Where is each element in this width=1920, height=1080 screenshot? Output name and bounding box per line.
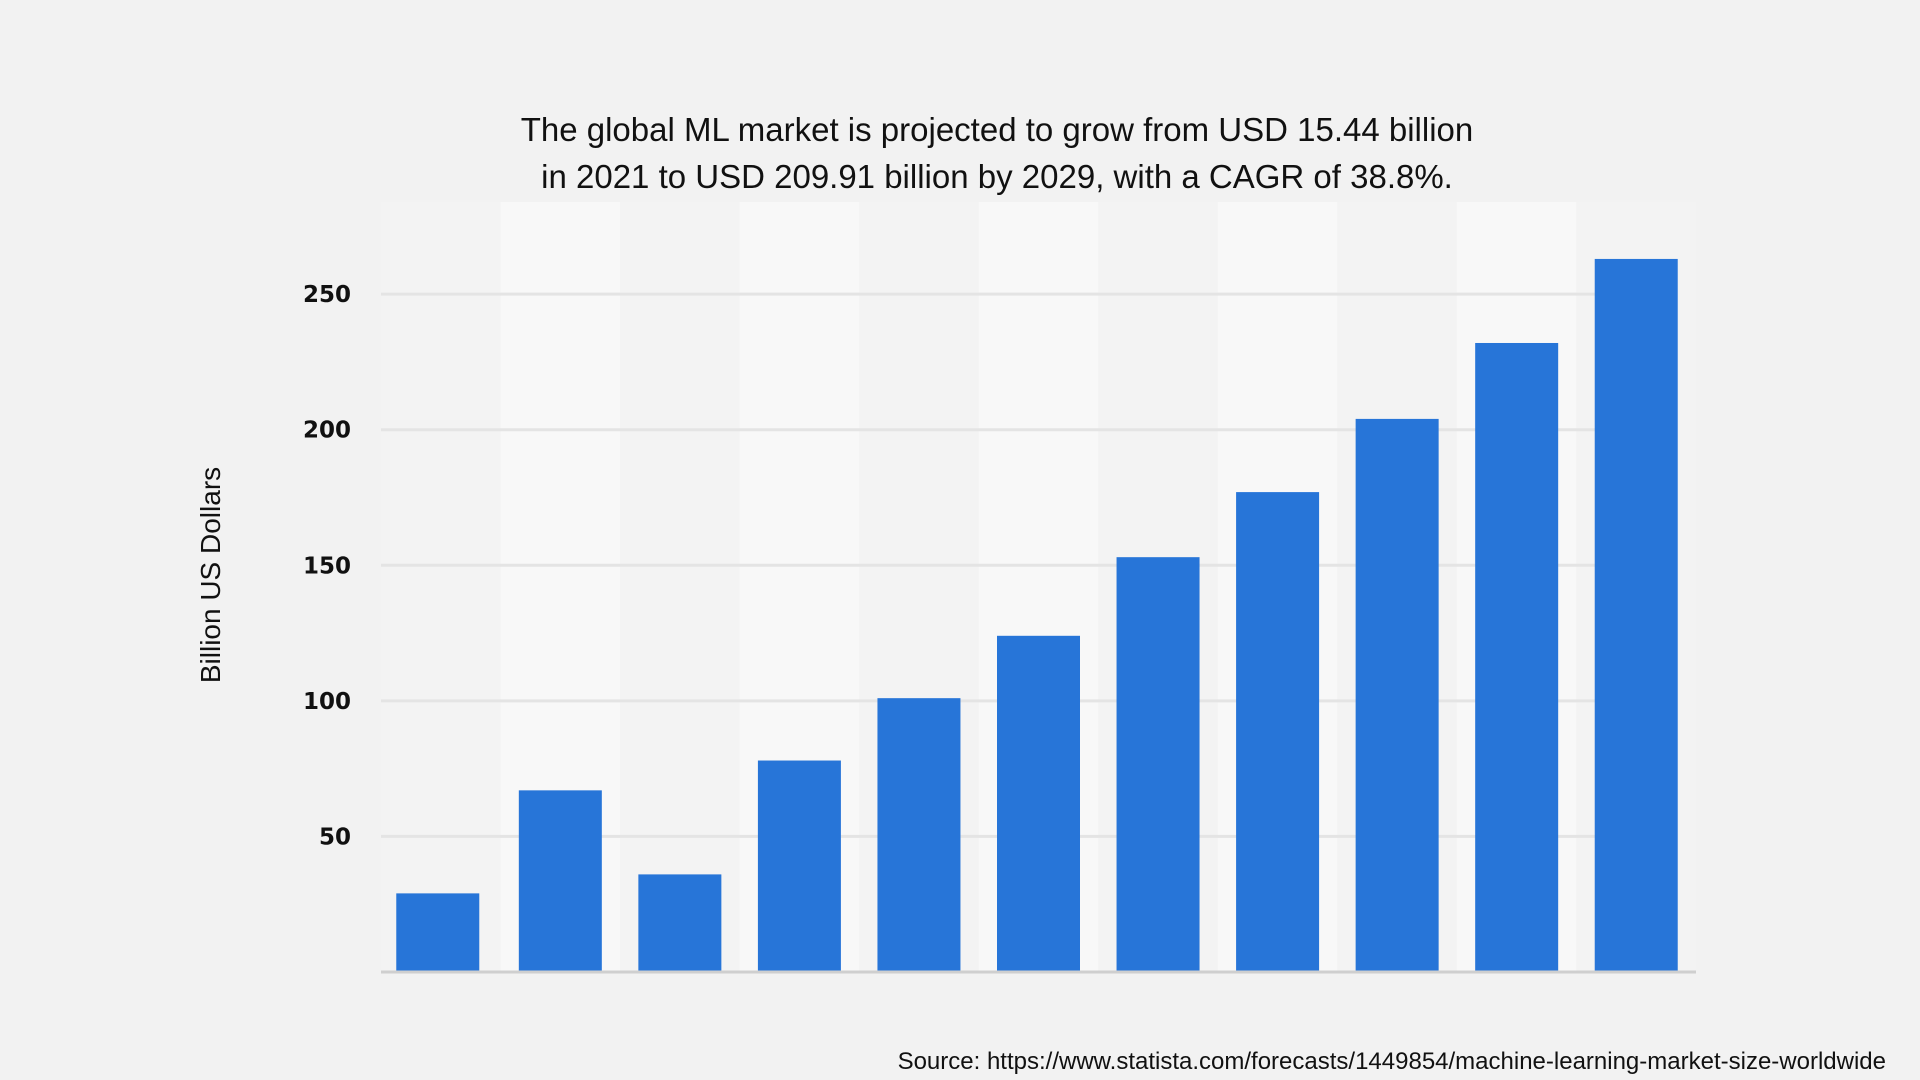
y-tick-label: 150 (303, 553, 351, 579)
y-tick-label: 200 (303, 418, 351, 444)
bar (1116, 557, 1200, 972)
chart-title-line-2: in 2021 to USD 209.91 billion by 2029, w… (541, 158, 1453, 195)
column-stripe (620, 202, 740, 972)
y-tick-label: 50 (319, 824, 351, 850)
chart-title-line-1: The global ML market is projected to gro… (520, 111, 1474, 148)
bar (1594, 258, 1678, 972)
bar (1355, 418, 1439, 973)
bar (877, 698, 961, 972)
bar (396, 893, 480, 972)
bar (1236, 492, 1320, 972)
source-note: Source: https://www.statista.com/forecas… (897, 1048, 1886, 1075)
y-tick-label: 250 (303, 282, 351, 308)
bar (997, 635, 1080, 972)
bar (757, 760, 841, 972)
bar (638, 874, 722, 972)
y-tick-label: 100 (303, 689, 351, 715)
column-stripe (381, 202, 501, 972)
bar (1475, 342, 1559, 972)
bar (518, 790, 602, 972)
chart-title: The global ML market is projected to gro… (0, 106, 1920, 200)
